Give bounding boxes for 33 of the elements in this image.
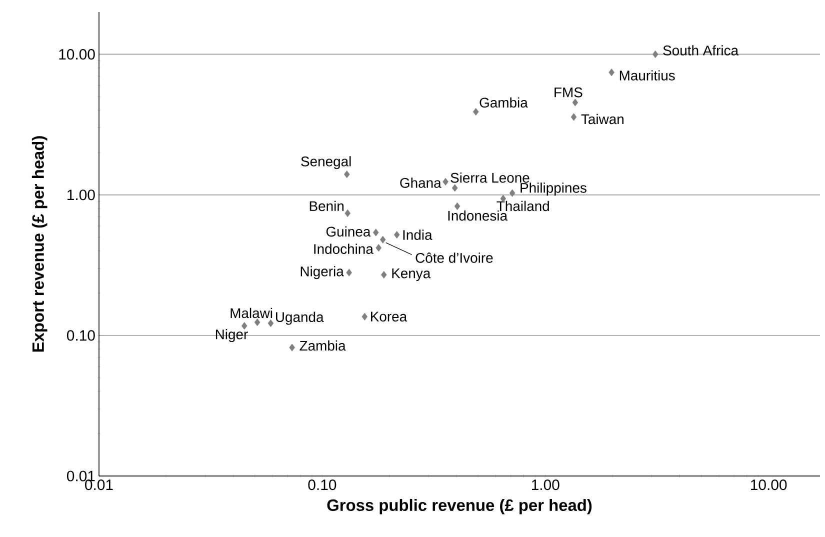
annotation: Indonesia (448, 210, 508, 221)
x-tick-label: 0.10 (308, 480, 336, 490)
annotation: Thailand (496, 200, 549, 212)
y-axis-title: Export revenue (£ per head) (32, 136, 48, 352)
annotation: Indochina (314, 244, 374, 254)
annotation: Zambia (300, 340, 346, 351)
annotation: Kenya (392, 268, 431, 282)
annotation: Korea (371, 312, 408, 322)
annotation: Malawi (230, 308, 272, 318)
y-tick-label: 0.01 (66, 470, 95, 482)
x-tick-label: 0.01 (85, 480, 113, 490)
y-tick-label: 0.10 (66, 330, 95, 341)
annotation: Benin (310, 200, 344, 212)
annotation: Senegal (301, 156, 351, 170)
annotation: Gambia (480, 97, 528, 108)
y-tick-label: 10.00 (59, 49, 95, 60)
annotation: Mauritius (620, 70, 675, 80)
annotation: Guinea (326, 226, 371, 237)
x-axis-title: Gross public revenue (£ per head) (327, 498, 592, 514)
annotation: Nigeria (300, 266, 344, 280)
annotation: Sierra Leone (450, 172, 530, 183)
annotation: Taiwan (581, 114, 624, 124)
annotation: Philippines (520, 182, 586, 196)
x-tick-label: 10.00 (751, 480, 787, 490)
annotation: FMS (554, 87, 582, 98)
annotation: India (403, 230, 432, 240)
annotation: Ghana (400, 178, 442, 188)
y-tick-label: 1.00 (68, 190, 95, 200)
annotation: Côte d’Ivoire (416, 252, 493, 263)
annotation: Niger (216, 329, 248, 342)
annotation: Uganda (276, 312, 324, 325)
x-tick-label: 1.00 (532, 480, 560, 490)
annotation: South Africa (663, 45, 739, 56)
